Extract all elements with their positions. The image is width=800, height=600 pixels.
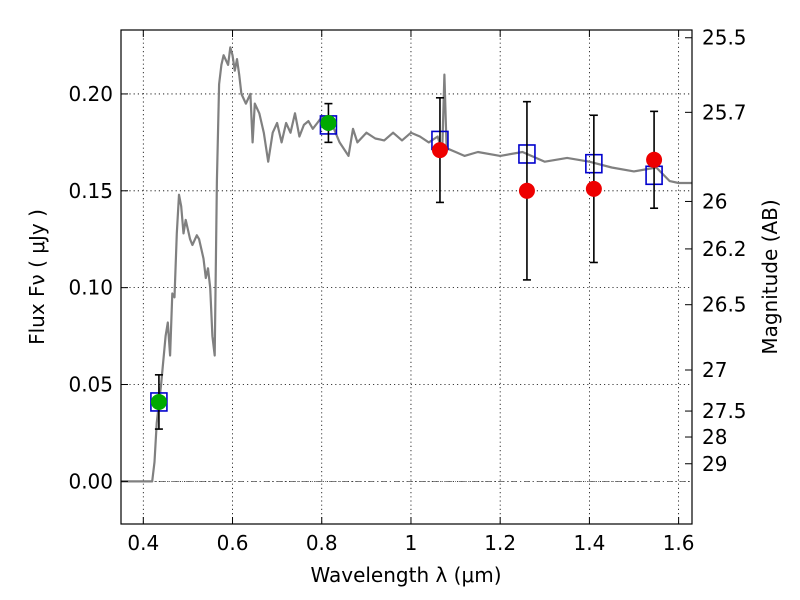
x-tick-label: 1.4 (573, 531, 605, 555)
y-tick-label: 0.05 (68, 373, 113, 397)
photometry-point (320, 114, 337, 131)
y2-tick-label: 27.5 (702, 399, 747, 423)
y2-tick-label: 28 (702, 425, 727, 449)
plot-frame (120, 29, 693, 525)
x-axis-label: Wavelength λ (μm) (310, 563, 501, 587)
x-tick-label: 0.4 (127, 531, 159, 555)
y-tick-label: 0.20 (68, 82, 113, 106)
y2-tick-label: 26.2 (702, 237, 747, 261)
y2-tick-label: 25.5 (702, 26, 747, 50)
grid (121, 30, 692, 524)
y-tick-label: 0.00 (68, 469, 113, 493)
x-tick-label: 0.6 (217, 531, 249, 555)
y2-tick-label: 26 (702, 189, 727, 213)
x-tick-label: 1 (405, 531, 418, 555)
plot-area (121, 46, 692, 483)
y-tick-label: 0.10 (68, 276, 113, 300)
axes: 0.4 0.6 0.8 1 1.2 1.4 1.6 0.00 0.05 0.10 0.15 0.20 2… (68, 26, 746, 555)
y2-axis-label: Magnitude (AB) (758, 199, 782, 354)
photometry-point (518, 182, 535, 199)
photometry-point (150, 393, 167, 410)
model-spectrum-line (121, 46, 692, 483)
y-tick-label: 0.15 (68, 179, 113, 203)
y-axis-label: Flux Fν ( μJy ) (25, 209, 49, 345)
y2-tick-label: 26.5 (702, 293, 747, 317)
photometry-point (646, 151, 663, 168)
x-tick-label: 1.2 (484, 531, 516, 555)
x-tick-label: 0.8 (306, 531, 338, 555)
photometry-point (431, 142, 448, 159)
photometry-point (585, 180, 602, 197)
y2-tick-label: 29 (702, 452, 727, 476)
x-tick-label: 1.6 (663, 531, 695, 555)
y2-tick-label: 25.7 (702, 100, 747, 124)
y2-tick-label: 27 (702, 358, 727, 382)
